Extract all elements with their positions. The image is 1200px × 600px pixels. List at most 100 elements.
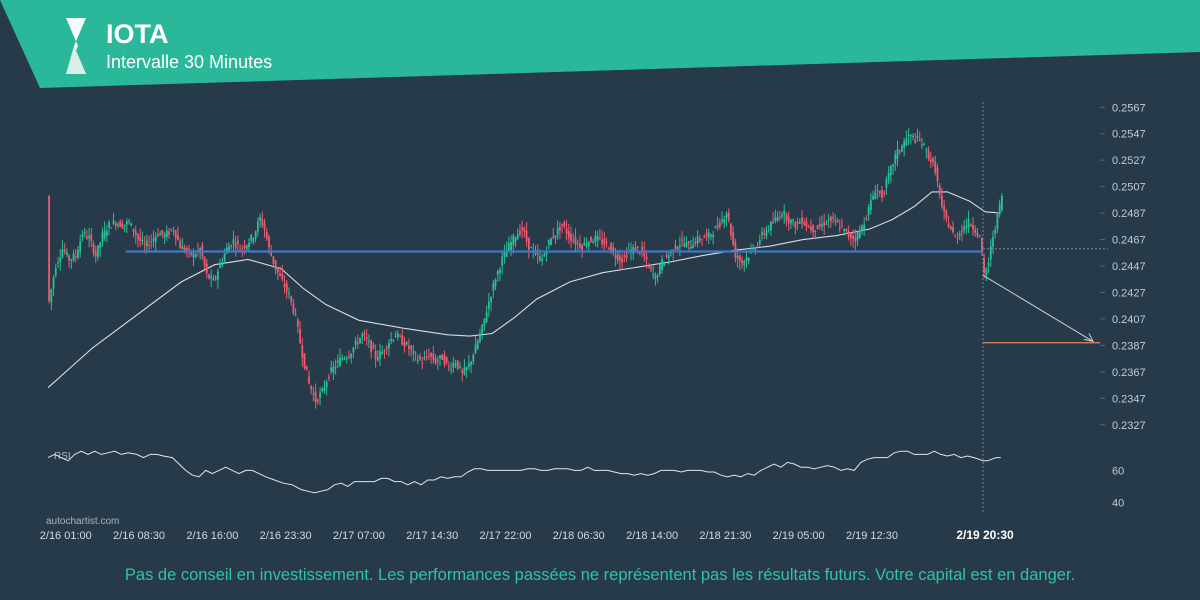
candle: [163, 232, 166, 245]
candle: [929, 152, 932, 169]
candle-body: [319, 392, 321, 398]
candle-body: [758, 239, 761, 244]
candle: [852, 229, 854, 248]
date-tick-label: 2/19 05:00: [773, 530, 825, 542]
candle-body: [210, 276, 213, 279]
candle: [674, 239, 677, 251]
candle: [410, 344, 413, 357]
candle-body: [352, 347, 355, 353]
candle-body: [205, 263, 208, 274]
candle-body: [161, 230, 164, 235]
candle: [925, 147, 928, 159]
candle-body: [885, 179, 888, 188]
candle-body: [174, 230, 177, 239]
candle-body: [185, 247, 188, 252]
candle-body: [921, 144, 923, 146]
candle-body: [145, 240, 148, 246]
candle-body: [461, 370, 464, 373]
candle: [494, 277, 497, 291]
candle-body: [108, 222, 110, 228]
candle: [310, 384, 313, 395]
candle: [450, 362, 453, 375]
candle-body: [487, 301, 490, 309]
candle: [261, 211, 264, 229]
rsi-panel: RSI 60 40: [47, 450, 1124, 509]
date-tick-label: 2/19 20:30: [956, 528, 1014, 542]
candle-body: [812, 224, 815, 233]
candle: [461, 367, 464, 382]
candle-body: [137, 234, 139, 239]
price-axis: 0.2567 0.2547 0.2527 0.2507 0.2487 0.2467 0.24…: [1100, 102, 1146, 432]
candle-body: [561, 223, 564, 226]
candle: [625, 247, 628, 262]
candle-body: [534, 252, 537, 254]
candle: [783, 204, 786, 224]
candle: [374, 344, 377, 368]
candle-body: [88, 236, 90, 239]
candle-body: [923, 143, 926, 145]
candlesticks: [48, 128, 1003, 409]
interval-subtitle: Intervalle 30 Minutes: [106, 52, 272, 72]
candle-body: [230, 245, 233, 247]
candle: [905, 130, 908, 146]
candle-body: [90, 234, 93, 242]
candle-body: [547, 239, 550, 245]
candle: [128, 218, 130, 225]
candle-body: [792, 219, 795, 221]
candle-body: [119, 220, 122, 228]
candle-body: [725, 213, 728, 218]
candle: [707, 228, 710, 245]
symbol-title: IOTA: [106, 19, 169, 49]
candle-body: [594, 235, 597, 242]
candle-body: [909, 134, 912, 137]
candle: [439, 354, 441, 366]
candle-body: [381, 351, 384, 354]
candle-body: [450, 369, 453, 371]
candle: [823, 213, 826, 235]
candle: [321, 386, 324, 393]
candle: [765, 225, 768, 240]
candle: [121, 219, 124, 230]
candle: [941, 187, 943, 210]
candle: [174, 229, 177, 246]
candle-body: [767, 229, 770, 231]
candle-body: [834, 220, 837, 222]
candle-body: [621, 258, 624, 263]
candle-body: [863, 224, 866, 231]
candle: [199, 246, 202, 260]
candle: [1000, 193, 1003, 213]
candle: [603, 232, 606, 251]
candle-body: [667, 254, 670, 259]
candle-body: [774, 217, 777, 221]
candle: [623, 251, 626, 263]
candle: [965, 218, 968, 235]
candle-body: [663, 261, 666, 266]
candle: [474, 335, 477, 354]
candle: [778, 210, 781, 221]
candle: [343, 356, 346, 360]
candle-body: [476, 341, 479, 349]
candle-body: [874, 192, 877, 200]
candle-body: [336, 360, 339, 363]
candle: [72, 249, 75, 263]
candle-body: [208, 274, 210, 279]
candle: [670, 249, 672, 257]
candle-body: [57, 262, 59, 264]
candle: [579, 235, 581, 250]
candle: [61, 240, 64, 259]
candle-body: [896, 149, 899, 159]
candle-body: [485, 312, 488, 323]
candle-body: [494, 280, 497, 287]
candle: [272, 256, 275, 268]
candle-body: [985, 268, 988, 276]
candle: [487, 292, 490, 317]
candle-body: [590, 237, 592, 242]
candle-body: [539, 256, 541, 261]
candle-body: [245, 245, 248, 250]
candle: [692, 236, 695, 249]
candle-body: [603, 238, 606, 245]
candle: [379, 343, 381, 366]
candle: [834, 214, 837, 227]
candle: [57, 256, 59, 268]
candle-body: [301, 345, 304, 359]
